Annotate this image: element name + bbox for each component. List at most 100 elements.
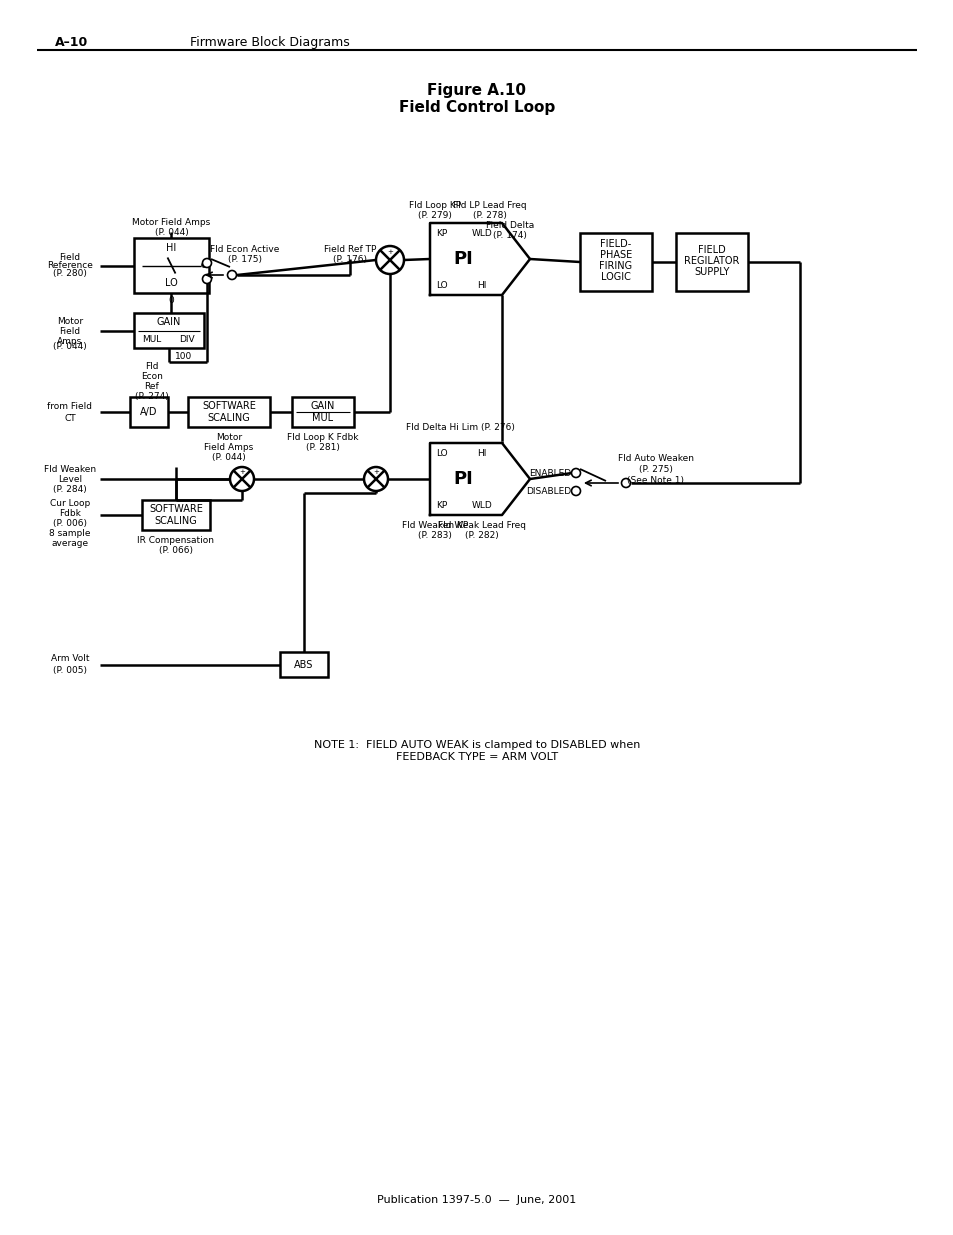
Text: Fld Weak Lead Freq: Fld Weak Lead Freq bbox=[437, 520, 525, 530]
Text: KP: KP bbox=[436, 500, 447, 510]
Text: ABS: ABS bbox=[294, 659, 314, 669]
Bar bbox=[188, 396, 270, 427]
Text: Ref: Ref bbox=[145, 382, 159, 390]
Text: Econ: Econ bbox=[141, 372, 163, 380]
Text: HI: HI bbox=[166, 243, 176, 253]
Text: Fld: Fld bbox=[145, 362, 158, 370]
Text: Fld Delta Hi Lim (P. 276): Fld Delta Hi Lim (P. 276) bbox=[405, 422, 514, 431]
Text: A–10: A–10 bbox=[55, 36, 89, 48]
Text: MUL: MUL bbox=[142, 335, 161, 343]
Text: Field Amps: Field Amps bbox=[204, 442, 253, 452]
Text: MUL: MUL bbox=[313, 412, 334, 424]
Text: (P. 044): (P. 044) bbox=[212, 452, 246, 462]
Text: HI: HI bbox=[476, 448, 486, 457]
Text: (P. 176): (P. 176) bbox=[333, 254, 367, 263]
Circle shape bbox=[620, 478, 630, 488]
Text: LO: LO bbox=[436, 280, 447, 289]
Text: Fdbk: Fdbk bbox=[59, 509, 81, 517]
Text: Cur Loop: Cur Loop bbox=[50, 499, 90, 508]
Text: (P. 174): (P. 174) bbox=[493, 231, 526, 240]
Text: (P. 044): (P. 044) bbox=[154, 227, 188, 236]
Text: (P. 044): (P. 044) bbox=[53, 342, 87, 351]
Bar bbox=[133, 238, 209, 293]
Text: average: average bbox=[51, 538, 89, 547]
Text: Fld Loop K Fdbk: Fld Loop K Fdbk bbox=[287, 432, 358, 441]
Text: (P. 284): (P. 284) bbox=[53, 484, 87, 494]
Circle shape bbox=[202, 258, 212, 268]
Text: Fld Weaken: Fld Weaken bbox=[44, 464, 96, 473]
Text: from Field: from Field bbox=[48, 401, 92, 410]
Text: FIELD-: FIELD- bbox=[599, 240, 631, 249]
Text: (P. 282): (P. 282) bbox=[465, 531, 498, 540]
Text: SUPPLY: SUPPLY bbox=[694, 267, 729, 277]
Text: CT: CT bbox=[64, 414, 75, 422]
Bar bbox=[579, 233, 651, 291]
Text: Motor: Motor bbox=[215, 432, 242, 441]
Text: (P. 275): (P. 275) bbox=[639, 464, 672, 473]
Text: Field: Field bbox=[59, 326, 80, 336]
Text: SOFTWARE: SOFTWARE bbox=[149, 504, 203, 514]
Text: IR Compensation: IR Compensation bbox=[137, 536, 214, 545]
Circle shape bbox=[364, 467, 388, 492]
Text: NOTE 1:  FIELD AUTO WEAK is clamped to DISABLED when: NOTE 1: FIELD AUTO WEAK is clamped to DI… bbox=[314, 740, 639, 750]
Text: KP: KP bbox=[436, 228, 447, 237]
Text: DISABLED: DISABLED bbox=[526, 487, 571, 495]
Text: Field Ref TP: Field Ref TP bbox=[323, 245, 375, 253]
Circle shape bbox=[571, 468, 579, 478]
Text: (P. 279): (P. 279) bbox=[417, 210, 452, 220]
Circle shape bbox=[230, 467, 253, 492]
Text: LOGIC: LOGIC bbox=[600, 272, 630, 282]
Text: (P. 005): (P. 005) bbox=[53, 666, 87, 676]
Text: +: + bbox=[373, 469, 378, 475]
Text: PHASE: PHASE bbox=[599, 249, 632, 261]
Text: FEEDBACK TYPE = ARM VOLT: FEEDBACK TYPE = ARM VOLT bbox=[395, 752, 558, 762]
Text: 8 sample: 8 sample bbox=[50, 529, 91, 537]
Text: 100: 100 bbox=[175, 352, 193, 361]
Text: PI: PI bbox=[453, 249, 473, 268]
Bar bbox=[676, 233, 747, 291]
Text: WLD: WLD bbox=[471, 500, 492, 510]
Text: Motor: Motor bbox=[57, 316, 83, 326]
Text: (P. 175): (P. 175) bbox=[228, 254, 262, 263]
Text: Arm Volt: Arm Volt bbox=[51, 655, 90, 663]
Text: Figure A.10: Figure A.10 bbox=[427, 83, 526, 98]
Text: Field Delta: Field Delta bbox=[485, 221, 534, 230]
Text: FIRING: FIRING bbox=[598, 261, 632, 270]
Text: LO: LO bbox=[165, 278, 177, 288]
Text: LO: LO bbox=[436, 448, 447, 457]
Text: FIELD: FIELD bbox=[698, 245, 725, 254]
Bar bbox=[280, 652, 328, 677]
Circle shape bbox=[375, 246, 403, 274]
Text: WLD: WLD bbox=[471, 228, 492, 237]
Text: (P. 283): (P. 283) bbox=[417, 531, 452, 540]
Text: (P. 006): (P. 006) bbox=[53, 519, 87, 527]
Bar bbox=[292, 396, 354, 427]
Text: GAIN: GAIN bbox=[311, 401, 335, 411]
Text: Amps: Amps bbox=[57, 336, 83, 346]
Text: GAIN: GAIN bbox=[156, 317, 181, 327]
Text: Level: Level bbox=[58, 474, 82, 483]
Text: +: + bbox=[239, 469, 245, 475]
Text: 0: 0 bbox=[169, 295, 174, 305]
Text: HI: HI bbox=[476, 280, 486, 289]
Text: (P. 280): (P. 280) bbox=[53, 269, 87, 278]
Text: (P. 274): (P. 274) bbox=[135, 391, 169, 400]
Text: (P. 066): (P. 066) bbox=[159, 546, 193, 555]
Text: Reference: Reference bbox=[47, 261, 92, 270]
Text: ENABLED: ENABLED bbox=[528, 468, 571, 478]
Text: DIV: DIV bbox=[179, 335, 194, 343]
Text: REGILATOR: REGILATOR bbox=[683, 256, 739, 266]
Text: Fld Auto Weaken: Fld Auto Weaken bbox=[618, 453, 693, 462]
Circle shape bbox=[202, 274, 212, 284]
Text: Fld Weaken KP: Fld Weaken KP bbox=[401, 520, 468, 530]
Text: SCALING: SCALING bbox=[154, 516, 197, 526]
Text: (P. 281): (P. 281) bbox=[306, 442, 339, 452]
Text: (P. 278): (P. 278) bbox=[473, 210, 506, 220]
Circle shape bbox=[571, 487, 579, 495]
Text: Publication 1397-5.0  —  June, 2001: Publication 1397-5.0 — June, 2001 bbox=[377, 1195, 576, 1205]
Bar bbox=[130, 396, 168, 427]
Text: SOFTWARE: SOFTWARE bbox=[202, 401, 255, 411]
Text: Fld Econ Active: Fld Econ Active bbox=[210, 245, 279, 253]
Text: PI: PI bbox=[453, 471, 473, 488]
Text: Fld LP Lead Freq: Fld LP Lead Freq bbox=[453, 200, 526, 210]
